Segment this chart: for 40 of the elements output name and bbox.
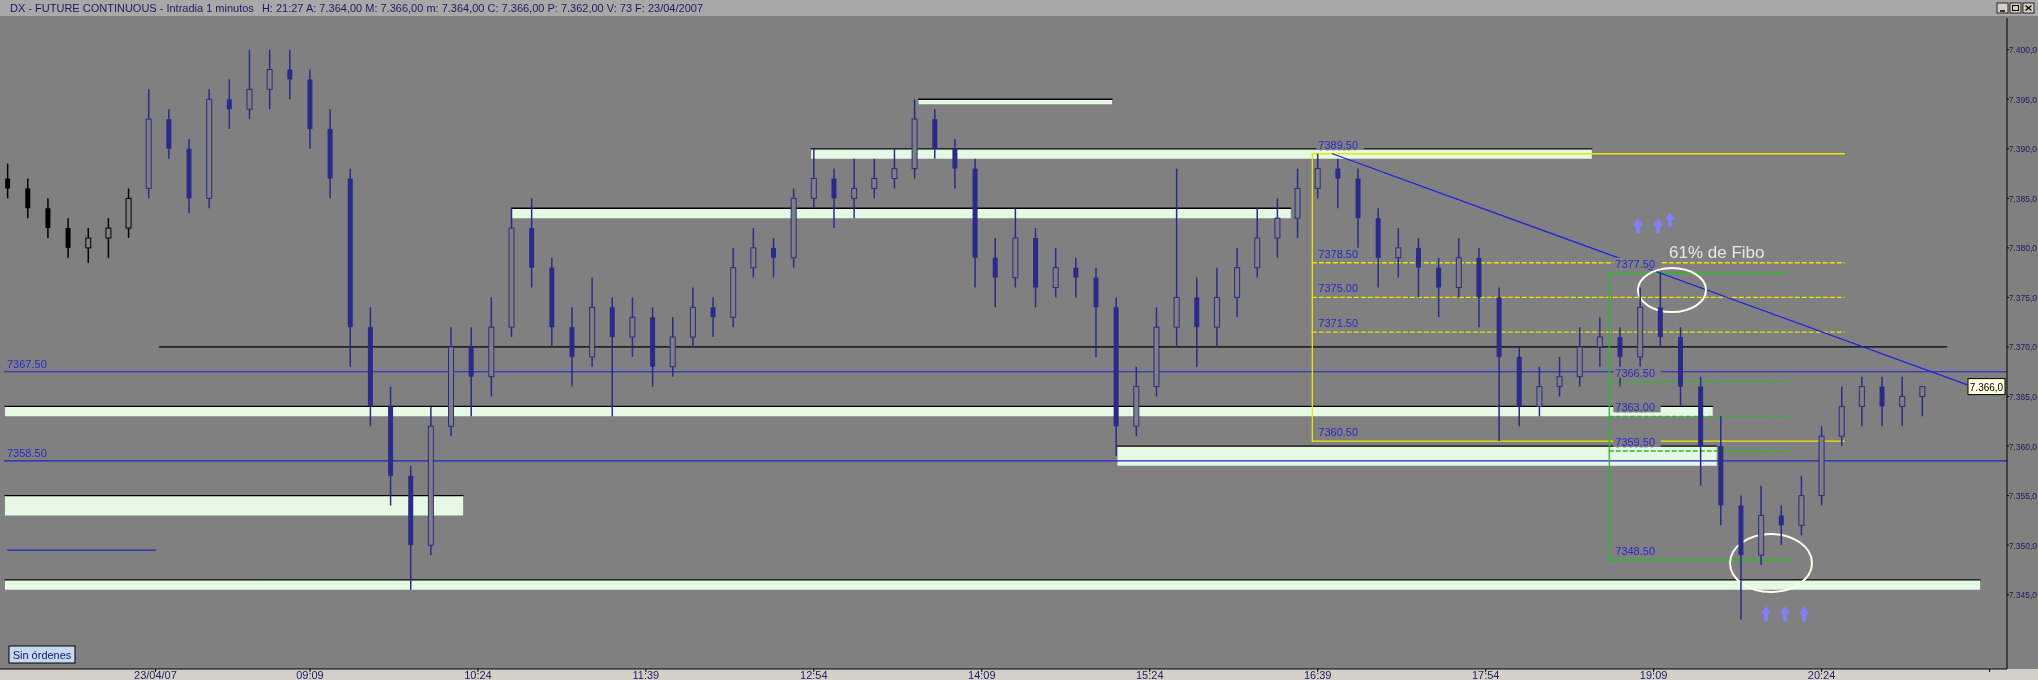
y-tick-label: 7.365,0 [2008, 392, 2038, 403]
chart-subtitle: H: 21:27 A: 7.364,00 M: 7.366,00 m: 7.364,00 C: 7.366,00 P: 7.362,00 V: 73 F: 23/04/2007 [261, 2, 704, 14]
series-label: 7375.00 [1318, 282, 1359, 295]
x-tick-label: 20:24 [1807, 669, 1836, 680]
x-tick-label: 19:09 [1639, 669, 1668, 680]
x-tick-label: 23/04/07 [134, 669, 177, 680]
x-tick-label: 14:09 [968, 669, 996, 680]
series-label: 7389.50 [1318, 138, 1359, 151]
y-tick-label: 7.380,0 [2008, 243, 2038, 254]
y-tick-label: 7.375,0 [2008, 292, 2038, 303]
y-tick-label: 7.400,0 [2008, 45, 2038, 56]
x-tick-label: 09:09 [296, 669, 324, 680]
series-label: 7371.50 [1318, 317, 1359, 330]
y-tick-label: 7.385,0 [2008, 193, 2038, 204]
series-label: 7363.00 [1615, 401, 1656, 414]
y-tick-label: 7.350,0 [2008, 540, 2038, 551]
y-tick-label: 7.355,0 [2008, 491, 2038, 502]
series-label: 7359.50 [1615, 436, 1656, 449]
chart-title: DX - FUTURE CONTINUOUS - Intradia 1 minutos [10, 2, 255, 14]
x-tick-label: 15:24 [1135, 669, 1164, 680]
annotation: Sin órdenes [12, 649, 72, 661]
y-tick-label: 7.395,0 [2008, 94, 2038, 105]
y-tick-label: 7.390,0 [2008, 144, 2038, 155]
x-tick-label: 17:54 [1471, 669, 1500, 680]
ref-line-label: 7358.50 [7, 446, 47, 459]
y-tick-label: 7.360,0 [2008, 441, 2038, 452]
annotation: 7.366,0 [1969, 381, 2004, 393]
x-tick-label: 11:39 [632, 669, 660, 680]
x-tick-label: 10:24 [464, 669, 492, 680]
series-label: 7377.50 [1615, 257, 1656, 270]
x-tick-label: 16:39 [1303, 669, 1332, 680]
series-label: 7366.50 [1615, 366, 1656, 379]
series-label: 7378.50 [1318, 247, 1359, 260]
ref-line-label: 7367.50 [7, 357, 47, 370]
series-label: 7360.50 [1318, 426, 1359, 439]
y-tick-label: 7.370,0 [2008, 342, 2038, 353]
series-label: 7348.50 [1615, 545, 1656, 557]
x-tick-label: 12:54 [800, 669, 828, 680]
y-tick-label: 7.345,0 [2008, 590, 2038, 601]
annotation: 61% de Fibo [1669, 242, 1765, 262]
